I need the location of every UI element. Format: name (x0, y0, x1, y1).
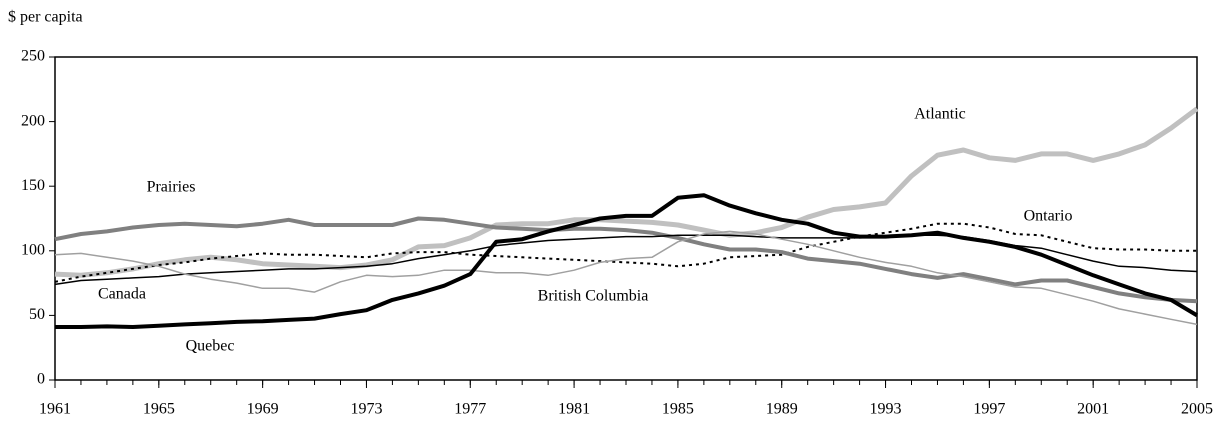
x-tick-label: 1985 (662, 401, 694, 418)
x-tick-label: 1989 (766, 401, 798, 418)
x-tick-label: 1969 (247, 401, 279, 418)
y-axis-label: $ per capita (8, 9, 83, 26)
x-tick-label: 2001 (1077, 401, 1109, 418)
y-tick-label: 200 (21, 112, 45, 129)
series-line (55, 193, 1199, 329)
x-tick-label: 2005 (1181, 401, 1213, 418)
y-tick-label: 100 (21, 241, 45, 258)
y-tick-label: 0 (37, 371, 45, 388)
y-tick-label: 250 (21, 48, 45, 65)
x-tick-label: 1981 (558, 401, 590, 418)
series-label: Prairies (147, 179, 196, 196)
x-tick-label: 1993 (870, 401, 902, 418)
y-tick-label: 150 (21, 177, 45, 194)
series-label: Ontario (1024, 208, 1073, 225)
series-line (54, 216, 1198, 304)
series-line (54, 222, 1197, 283)
x-tick-label: 1977 (454, 401, 486, 418)
x-tick-label: 1997 (973, 401, 1005, 418)
series-label: British Columbia (538, 288, 649, 305)
x-tick-label: 1961 (39, 401, 71, 418)
series-label: Quebec (186, 338, 235, 355)
series-label: Atlantic (914, 106, 966, 123)
x-tick-label: 1973 (350, 401, 382, 418)
series-line (54, 106, 1199, 278)
x-tick-label: 1965 (143, 401, 175, 418)
series-line (54, 230, 1198, 326)
y-tick-label: 50 (29, 306, 45, 323)
series-label: Canada (98, 286, 146, 303)
